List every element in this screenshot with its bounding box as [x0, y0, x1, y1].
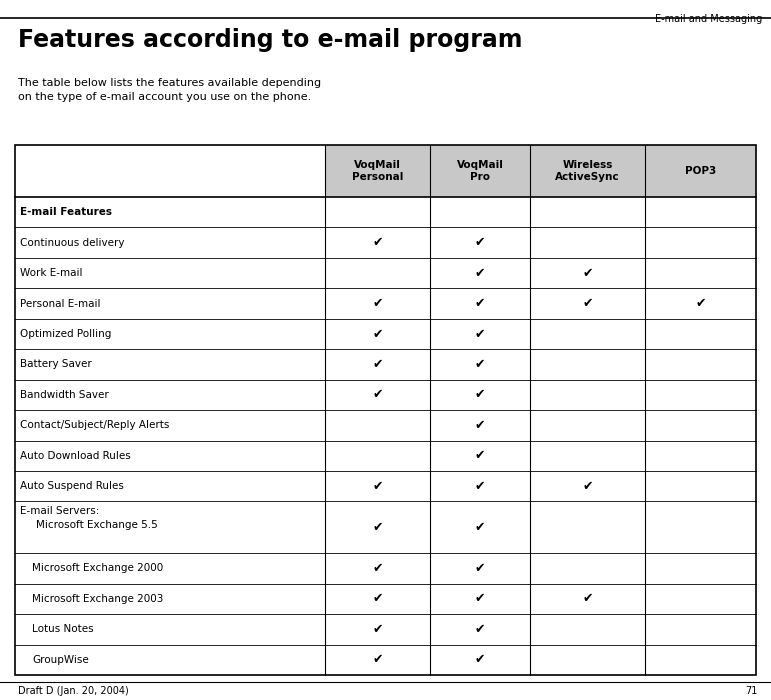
- Text: ✔: ✔: [475, 562, 485, 575]
- Text: ✔: ✔: [372, 653, 382, 666]
- Text: Continuous delivery: Continuous delivery: [20, 238, 124, 248]
- Bar: [15, 440, 756, 471]
- Text: ✔: ✔: [372, 328, 382, 340]
- Bar: [15, 501, 756, 553]
- Text: ✔: ✔: [372, 358, 382, 371]
- Text: VoqMail
Personal: VoqMail Personal: [352, 160, 403, 182]
- Text: ✔: ✔: [372, 521, 382, 534]
- Text: Optimized Polling: Optimized Polling: [20, 329, 111, 339]
- Text: ✔: ✔: [582, 592, 593, 606]
- Bar: [15, 553, 756, 584]
- Text: ✔: ✔: [475, 480, 485, 493]
- Bar: [325, 145, 430, 197]
- Text: ✔: ✔: [475, 653, 485, 666]
- Text: ✔: ✔: [475, 389, 485, 401]
- Text: ✔: ✔: [475, 592, 485, 606]
- Text: ✔: ✔: [695, 297, 705, 310]
- Text: Wireless
ActiveSync: Wireless ActiveSync: [555, 160, 620, 182]
- Bar: [15, 645, 756, 675]
- Bar: [530, 145, 645, 197]
- Text: ✔: ✔: [582, 297, 593, 310]
- Text: ✔: ✔: [475, 358, 485, 371]
- Text: Features according to e-mail program: Features according to e-mail program: [18, 28, 523, 52]
- Text: ✔: ✔: [475, 449, 485, 462]
- Text: ✔: ✔: [475, 267, 485, 279]
- Text: VoqMail
Pro: VoqMail Pro: [456, 160, 503, 182]
- Text: E-mail and Messaging: E-mail and Messaging: [655, 14, 762, 24]
- Text: 71: 71: [746, 686, 758, 696]
- Text: ✔: ✔: [475, 236, 485, 249]
- Text: ✔: ✔: [372, 297, 382, 310]
- Text: GroupWise: GroupWise: [32, 654, 89, 665]
- Text: ✔: ✔: [372, 562, 382, 575]
- Text: ✔: ✔: [372, 592, 382, 606]
- Text: Auto Suspend Rules: Auto Suspend Rules: [20, 481, 124, 491]
- Text: Lotus Notes: Lotus Notes: [32, 624, 93, 634]
- Text: E-mail Servers:: E-mail Servers:: [20, 507, 99, 517]
- Bar: [15, 379, 756, 410]
- Text: ✔: ✔: [475, 297, 485, 310]
- Text: The table below lists the features available depending
on the type of e-mail acc: The table below lists the features avail…: [18, 78, 322, 102]
- Text: ✔: ✔: [372, 236, 382, 249]
- Bar: [15, 614, 756, 645]
- Text: Personal E-mail: Personal E-mail: [20, 299, 100, 309]
- Bar: [15, 410, 756, 440]
- Text: Work E-mail: Work E-mail: [20, 268, 82, 278]
- Text: ✔: ✔: [582, 267, 593, 279]
- Text: ✔: ✔: [372, 480, 382, 493]
- Bar: [15, 349, 756, 379]
- Bar: [15, 228, 756, 258]
- Bar: [15, 197, 756, 228]
- Text: ✔: ✔: [372, 389, 382, 401]
- Bar: [15, 318, 756, 349]
- Text: ✔: ✔: [475, 328, 485, 340]
- Text: Contact/Subject/Reply Alerts: Contact/Subject/Reply Alerts: [20, 420, 170, 430]
- Text: Microsoft Exchange 5.5: Microsoft Exchange 5.5: [36, 521, 158, 531]
- Text: ✔: ✔: [475, 623, 485, 636]
- Bar: [15, 288, 756, 318]
- Text: POP3: POP3: [685, 166, 716, 176]
- Text: Microsoft Exchange 2003: Microsoft Exchange 2003: [32, 594, 163, 604]
- Bar: [15, 145, 756, 675]
- Text: Draft D (Jan. 20, 2004): Draft D (Jan. 20, 2004): [18, 686, 129, 696]
- Text: Bandwidth Saver: Bandwidth Saver: [20, 390, 109, 400]
- Text: Auto Download Rules: Auto Download Rules: [20, 451, 131, 461]
- Text: ✔: ✔: [372, 623, 382, 636]
- Bar: [15, 258, 756, 288]
- Bar: [15, 471, 756, 501]
- Text: ✔: ✔: [475, 419, 485, 432]
- Text: ✔: ✔: [475, 521, 485, 534]
- Bar: [430, 145, 530, 197]
- Text: Microsoft Exchange 2000: Microsoft Exchange 2000: [32, 564, 163, 573]
- Text: E-mail Features: E-mail Features: [20, 207, 112, 217]
- Bar: [15, 584, 756, 614]
- Text: ✔: ✔: [582, 480, 593, 493]
- Text: Battery Saver: Battery Saver: [20, 360, 92, 370]
- Bar: [645, 145, 756, 197]
